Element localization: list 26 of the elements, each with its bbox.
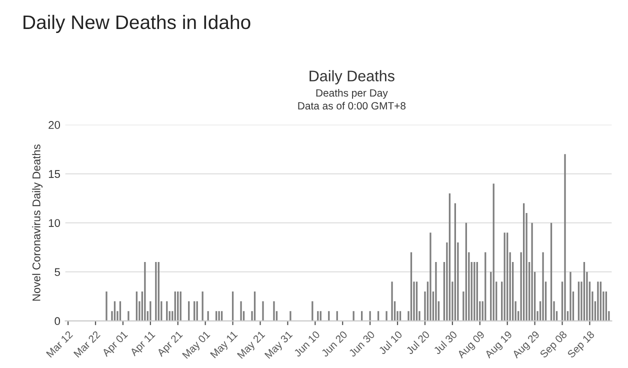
x-tick-label: Jun 30 xyxy=(348,330,376,358)
x-tick-label: Apr 01 xyxy=(101,330,130,358)
x-tick-label: Jun 20 xyxy=(320,330,348,358)
x-tick-label: Sep 18 xyxy=(566,330,596,360)
x-tick-label: Sep 08 xyxy=(539,330,569,360)
y-tick-label: 5 xyxy=(54,268,60,276)
x-tick-label: Aug 19 xyxy=(484,330,514,360)
x-tick-label: Aug 29 xyxy=(512,330,542,360)
x-tick-label: Mar 12 xyxy=(46,330,74,358)
x-tick-label: Mar 22 xyxy=(73,330,101,358)
chart-title: Daily New Deaths in Idaho xyxy=(24,14,250,33)
x-tick-label: Apr 11 xyxy=(130,330,157,358)
x-tick-label: Jul 10 xyxy=(378,330,403,355)
x-tick-label: Aug 09 xyxy=(456,330,486,360)
x-tick-label: Jun 10 xyxy=(293,330,320,358)
x-tick-label: May 31 xyxy=(264,330,294,360)
y-tick-label: 20 xyxy=(48,121,60,129)
text: Data as of 0:00 GMT+8 xyxy=(298,102,406,110)
y-tick-label: 15 xyxy=(48,170,60,178)
x-tick-label: Jul 20 xyxy=(405,330,430,355)
x-tick-label: Jul 30 xyxy=(432,330,458,355)
text: Deaths per Day xyxy=(316,88,388,99)
chart-subtitle: Daily Deaths xyxy=(310,70,394,84)
y-tick-label: 10 xyxy=(48,219,60,227)
y-axis-title: Novel Coronavirus Daily Deaths xyxy=(32,144,43,301)
y-tick-label: 0 xyxy=(54,317,60,326)
